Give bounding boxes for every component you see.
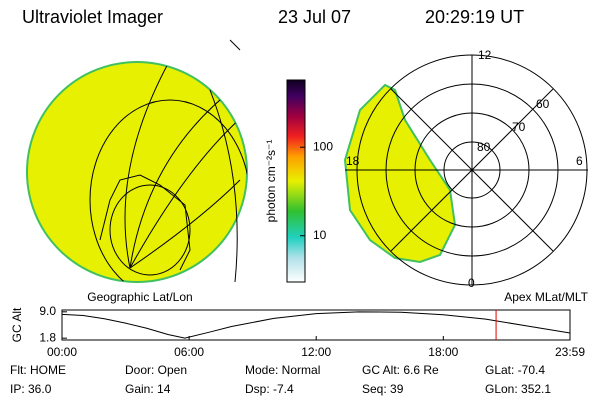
status-field: Dsp: -7.4 xyxy=(245,382,294,396)
image-disk xyxy=(26,61,248,283)
status-field: GLon: 352.1 xyxy=(485,382,551,396)
colorbar-tick-label: 100 xyxy=(313,139,333,153)
status-field: Flt: HOME xyxy=(10,363,66,377)
x-tick-label: 12:00 xyxy=(301,345,331,359)
mlt-label: 0 xyxy=(468,276,475,290)
status-field: Gain: 14 xyxy=(125,382,171,396)
polar-map: 12 18 6 0 60 70 80 Apex MLat/MLT xyxy=(343,48,589,304)
time: 20:29:19 UT xyxy=(425,7,524,27)
geo-map: Geographic Lat/Lon xyxy=(26,39,248,304)
x-tick-label: 06:00 xyxy=(174,345,204,359)
plot-frame xyxy=(61,309,571,341)
status-field: Mode: Normal xyxy=(245,363,320,377)
colorbar-tick-label: 10 xyxy=(313,228,327,242)
colorbar-label: photon cm⁻²s⁻¹ xyxy=(264,140,278,223)
y-tick-label: 9.0 xyxy=(39,304,56,318)
colorbar-scale xyxy=(286,79,306,283)
x-tick-label: 23:59 xyxy=(555,345,585,359)
y-tick-label: 1.8 xyxy=(39,330,56,344)
status-field: IP: 36.0 xyxy=(10,382,52,396)
lat-label: 80 xyxy=(477,140,491,154)
mlt-label: 6 xyxy=(576,154,583,168)
y-axis-label: GC Alt xyxy=(10,307,24,342)
colorbar: photon cm⁻²s⁻¹ 10 100 xyxy=(264,79,333,283)
status-field: GLat: -70.4 xyxy=(485,363,545,377)
altitude-line xyxy=(61,311,571,339)
geo-label: Geographic Lat/Lon xyxy=(87,290,192,304)
x-tick-label: 00:00 xyxy=(47,345,77,359)
status-field: Door: Open xyxy=(125,363,187,377)
lat-label: 60 xyxy=(536,97,550,111)
title: Ultraviolet Imager xyxy=(22,7,163,27)
altitude-plot: GC Alt 9.0 1.800:00 06:00 12:00 18:00 23:59 xyxy=(10,304,585,359)
lat-label: 70 xyxy=(512,120,526,134)
date: 23 Jul 07 xyxy=(278,7,351,27)
geo-outer-arc xyxy=(229,39,241,51)
geo-outer-arc xyxy=(209,89,238,283)
x-tick-label: 18:00 xyxy=(428,345,458,359)
status-field: GC Alt: 6.6 Re xyxy=(362,363,439,377)
mlt-label: 18 xyxy=(346,154,360,168)
polar-label: Apex MLat/MLT xyxy=(504,290,588,304)
status-footer: Flt: HOME IP: 36.0 Door: Open Gain: 14 Mode:… xyxy=(10,363,551,396)
aurora-oval xyxy=(343,83,457,264)
status-field: Seq: 39 xyxy=(362,382,404,396)
mlt-label: 12 xyxy=(478,48,492,62)
